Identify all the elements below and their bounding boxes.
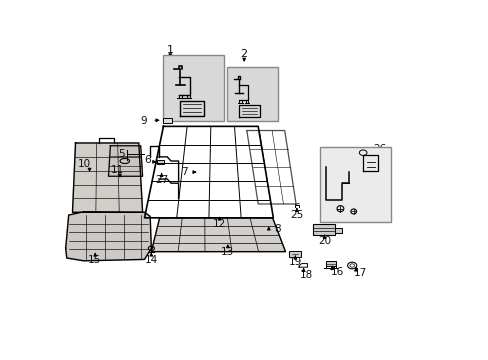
Polygon shape xyxy=(72,143,142,212)
Polygon shape xyxy=(65,212,151,261)
Bar xyxy=(319,147,390,222)
Text: 12: 12 xyxy=(212,219,225,229)
Text: 8: 8 xyxy=(273,224,280,234)
Text: 22: 22 xyxy=(350,202,363,212)
Text: 11: 11 xyxy=(110,165,123,175)
Bar xyxy=(163,118,171,123)
Text: 24: 24 xyxy=(371,155,384,165)
Text: 21: 21 xyxy=(334,199,346,209)
Text: 10: 10 xyxy=(78,159,91,169)
Text: 16: 16 xyxy=(330,267,344,277)
Text: 7: 7 xyxy=(181,167,187,177)
Bar xyxy=(226,67,278,121)
Text: 13: 13 xyxy=(221,247,234,257)
Text: 1: 1 xyxy=(166,45,173,55)
Text: 3: 3 xyxy=(191,62,198,72)
Polygon shape xyxy=(108,146,142,176)
Text: 17: 17 xyxy=(353,268,366,278)
Text: 4: 4 xyxy=(230,70,237,80)
Text: 26: 26 xyxy=(372,144,386,154)
Bar xyxy=(312,225,334,235)
Bar xyxy=(289,251,300,257)
Text: 3: 3 xyxy=(250,70,256,80)
Text: 4: 4 xyxy=(167,62,174,72)
Text: 9: 9 xyxy=(140,116,147,126)
Text: 2: 2 xyxy=(240,49,247,59)
Bar xyxy=(163,55,224,121)
Bar xyxy=(372,156,384,162)
Bar xyxy=(156,159,164,164)
Bar xyxy=(325,261,336,266)
Text: 18: 18 xyxy=(300,270,313,280)
Polygon shape xyxy=(151,218,285,252)
Text: 27: 27 xyxy=(155,175,168,185)
Text: 25: 25 xyxy=(290,210,303,220)
Bar xyxy=(334,228,341,233)
Text: 5: 5 xyxy=(118,149,124,159)
Text: 20: 20 xyxy=(317,237,330,246)
Text: 14: 14 xyxy=(144,255,158,265)
Text: 23: 23 xyxy=(324,163,336,173)
Text: 6: 6 xyxy=(144,155,150,165)
Text: 19: 19 xyxy=(288,257,301,267)
Text: 15: 15 xyxy=(88,255,101,265)
